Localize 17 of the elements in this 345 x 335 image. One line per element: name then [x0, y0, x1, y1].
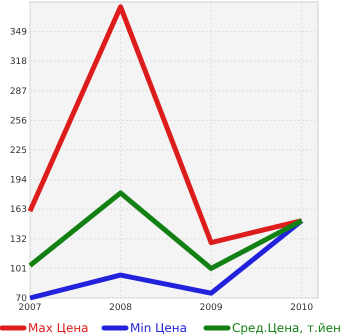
y-tick-label: 225 [10, 146, 27, 156]
legend-label: Min Цена [130, 321, 188, 335]
x-tick-label: 2008 [109, 303, 132, 313]
x-tick-label: 2007 [18, 303, 42, 313]
y-tick-label: 163 [10, 205, 27, 216]
y-tick-label: 101 [10, 264, 27, 274]
x-tick-label: 2009 [200, 303, 223, 313]
legend-label: Max Цена [28, 321, 89, 335]
y-tick-label: 349 [10, 28, 28, 38]
legend-label: Сред.Цена, т.йен [232, 321, 341, 335]
y-tick-label: 256 [10, 116, 28, 126]
x-tick-label: 2010 [290, 303, 314, 313]
y-tick-label: 132 [10, 234, 27, 245]
y-tick-label: 287 [10, 86, 27, 97]
y-tick-label: 194 [10, 176, 28, 186]
y-tick-label: 70 [16, 294, 28, 304]
y-tick-label: 318 [10, 57, 28, 68]
